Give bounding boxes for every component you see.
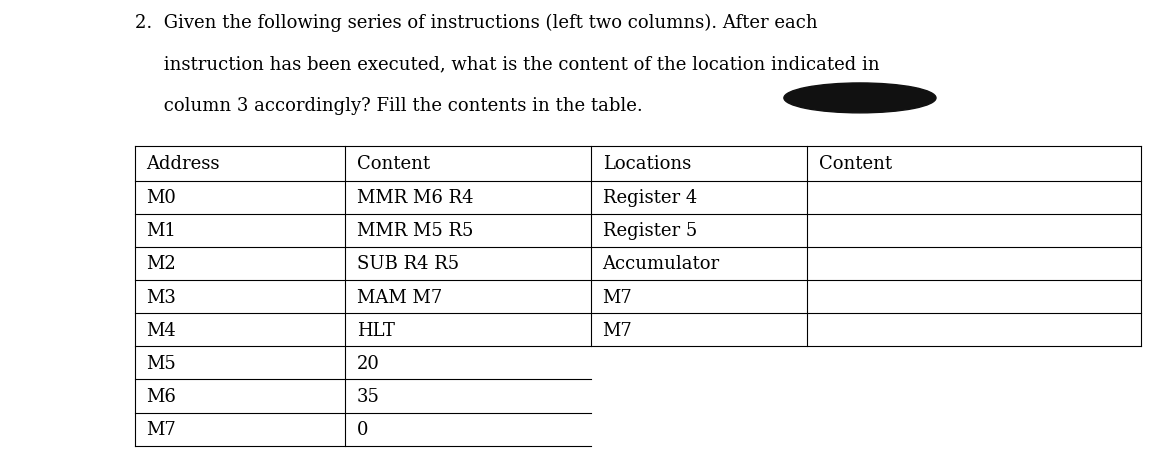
- Text: M1: M1: [146, 222, 177, 240]
- Text: M7: M7: [603, 288, 632, 306]
- Text: Register 5: Register 5: [603, 222, 697, 240]
- Text: Accumulator: Accumulator: [603, 255, 720, 273]
- Text: Address: Address: [146, 155, 220, 173]
- Text: Locations: Locations: [603, 155, 690, 173]
- Ellipse shape: [784, 84, 936, 113]
- Text: 0: 0: [357, 420, 369, 438]
- Text: Register 4: Register 4: [603, 189, 697, 207]
- Text: SUB R4 R5: SUB R4 R5: [357, 255, 459, 273]
- Text: M5: M5: [146, 354, 176, 372]
- Text: M6: M6: [146, 387, 177, 405]
- Text: M4: M4: [146, 321, 176, 339]
- Text: Content: Content: [357, 155, 431, 173]
- Text: M3: M3: [146, 288, 177, 306]
- Text: 35: 35: [357, 387, 380, 405]
- Text: M0: M0: [146, 189, 177, 207]
- Text: MMR M6 R4: MMR M6 R4: [357, 189, 474, 207]
- Text: M2: M2: [146, 255, 176, 273]
- Text: MAM M7: MAM M7: [357, 288, 442, 306]
- Text: instruction has been executed, what is the content of the location indicated in: instruction has been executed, what is t…: [135, 55, 879, 73]
- Text: MMR M5 R5: MMR M5 R5: [357, 222, 473, 240]
- Text: M7: M7: [146, 420, 176, 438]
- Text: 2.  Given the following series of instructions (left two columns). After each: 2. Given the following series of instruc…: [135, 14, 817, 32]
- Text: HLT: HLT: [357, 321, 394, 339]
- Text: column 3 accordingly? Fill the contents in the table.: column 3 accordingly? Fill the contents …: [135, 96, 642, 114]
- Text: Content: Content: [819, 155, 892, 173]
- Text: M7: M7: [603, 321, 632, 339]
- Text: 20: 20: [357, 354, 380, 372]
